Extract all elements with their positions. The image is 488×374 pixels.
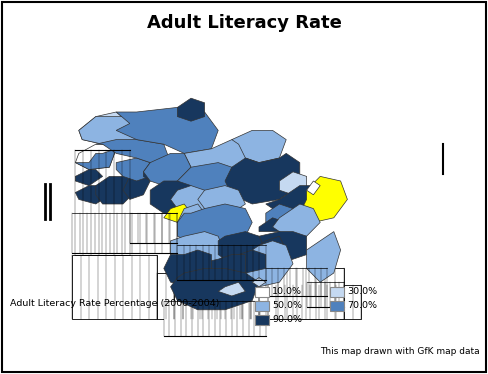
Bar	[76, 150, 130, 255]
Polygon shape	[123, 172, 150, 199]
Polygon shape	[178, 204, 252, 245]
Polygon shape	[259, 236, 286, 259]
Bar	[130, 213, 178, 243]
Bar	[72, 213, 178, 253]
Text: 90.0%: 90.0%	[272, 316, 302, 325]
Polygon shape	[198, 186, 245, 218]
Bar	[178, 245, 266, 280]
Polygon shape	[259, 218, 286, 232]
Polygon shape	[96, 177, 137, 204]
Polygon shape	[218, 282, 245, 296]
Text: Adult Literacy Rate Percentage (2000-2004): Adult Literacy Rate Percentage (2000-200…	[10, 300, 220, 309]
Polygon shape	[79, 112, 130, 144]
Bar	[242, 285, 361, 319]
Polygon shape	[164, 250, 211, 287]
Polygon shape	[280, 172, 306, 195]
Text: 70.0%: 70.0%	[347, 301, 377, 310]
Polygon shape	[266, 204, 293, 223]
Polygon shape	[306, 181, 320, 195]
Polygon shape	[306, 232, 341, 282]
Bar	[266, 269, 327, 297]
Text: 50.0%: 50.0%	[272, 301, 302, 310]
Bar	[157, 273, 259, 319]
Bar	[255, 287, 269, 297]
Text: 30.0%: 30.0%	[347, 288, 377, 297]
Polygon shape	[171, 232, 225, 269]
Polygon shape	[225, 250, 266, 273]
Polygon shape	[245, 232, 306, 264]
Polygon shape	[300, 177, 347, 223]
Polygon shape	[178, 204, 204, 223]
Bar	[330, 287, 344, 297]
Polygon shape	[150, 181, 198, 213]
Bar	[306, 282, 344, 307]
Bar	[255, 301, 269, 311]
Polygon shape	[76, 186, 109, 204]
Polygon shape	[116, 158, 150, 181]
Polygon shape	[76, 169, 102, 186]
Polygon shape	[96, 140, 171, 163]
Text: Adult Literacy Rate: Adult Literacy Rate	[146, 14, 342, 32]
Bar	[164, 301, 266, 335]
Polygon shape	[178, 98, 204, 121]
Bar	[174, 269, 344, 319]
Polygon shape	[164, 204, 191, 223]
Bar	[330, 301, 344, 311]
Polygon shape	[178, 163, 239, 199]
Polygon shape	[266, 186, 327, 218]
Polygon shape	[218, 232, 266, 264]
Polygon shape	[252, 278, 266, 287]
Bar	[255, 315, 269, 325]
Polygon shape	[232, 131, 286, 163]
Bar	[72, 255, 157, 319]
Text: This map drawn with GfK map data: This map drawn with GfK map data	[321, 347, 480, 356]
Polygon shape	[171, 186, 218, 218]
Polygon shape	[198, 255, 245, 282]
Polygon shape	[76, 149, 116, 169]
Polygon shape	[116, 107, 218, 153]
Polygon shape	[143, 163, 164, 181]
Text: 10.0%: 10.0%	[272, 288, 302, 297]
Polygon shape	[171, 269, 259, 310]
Polygon shape	[79, 117, 140, 149]
Polygon shape	[184, 140, 259, 177]
Polygon shape	[76, 144, 116, 169]
Polygon shape	[245, 241, 293, 287]
Polygon shape	[273, 204, 320, 236]
Polygon shape	[225, 153, 300, 204]
Polygon shape	[143, 153, 191, 186]
